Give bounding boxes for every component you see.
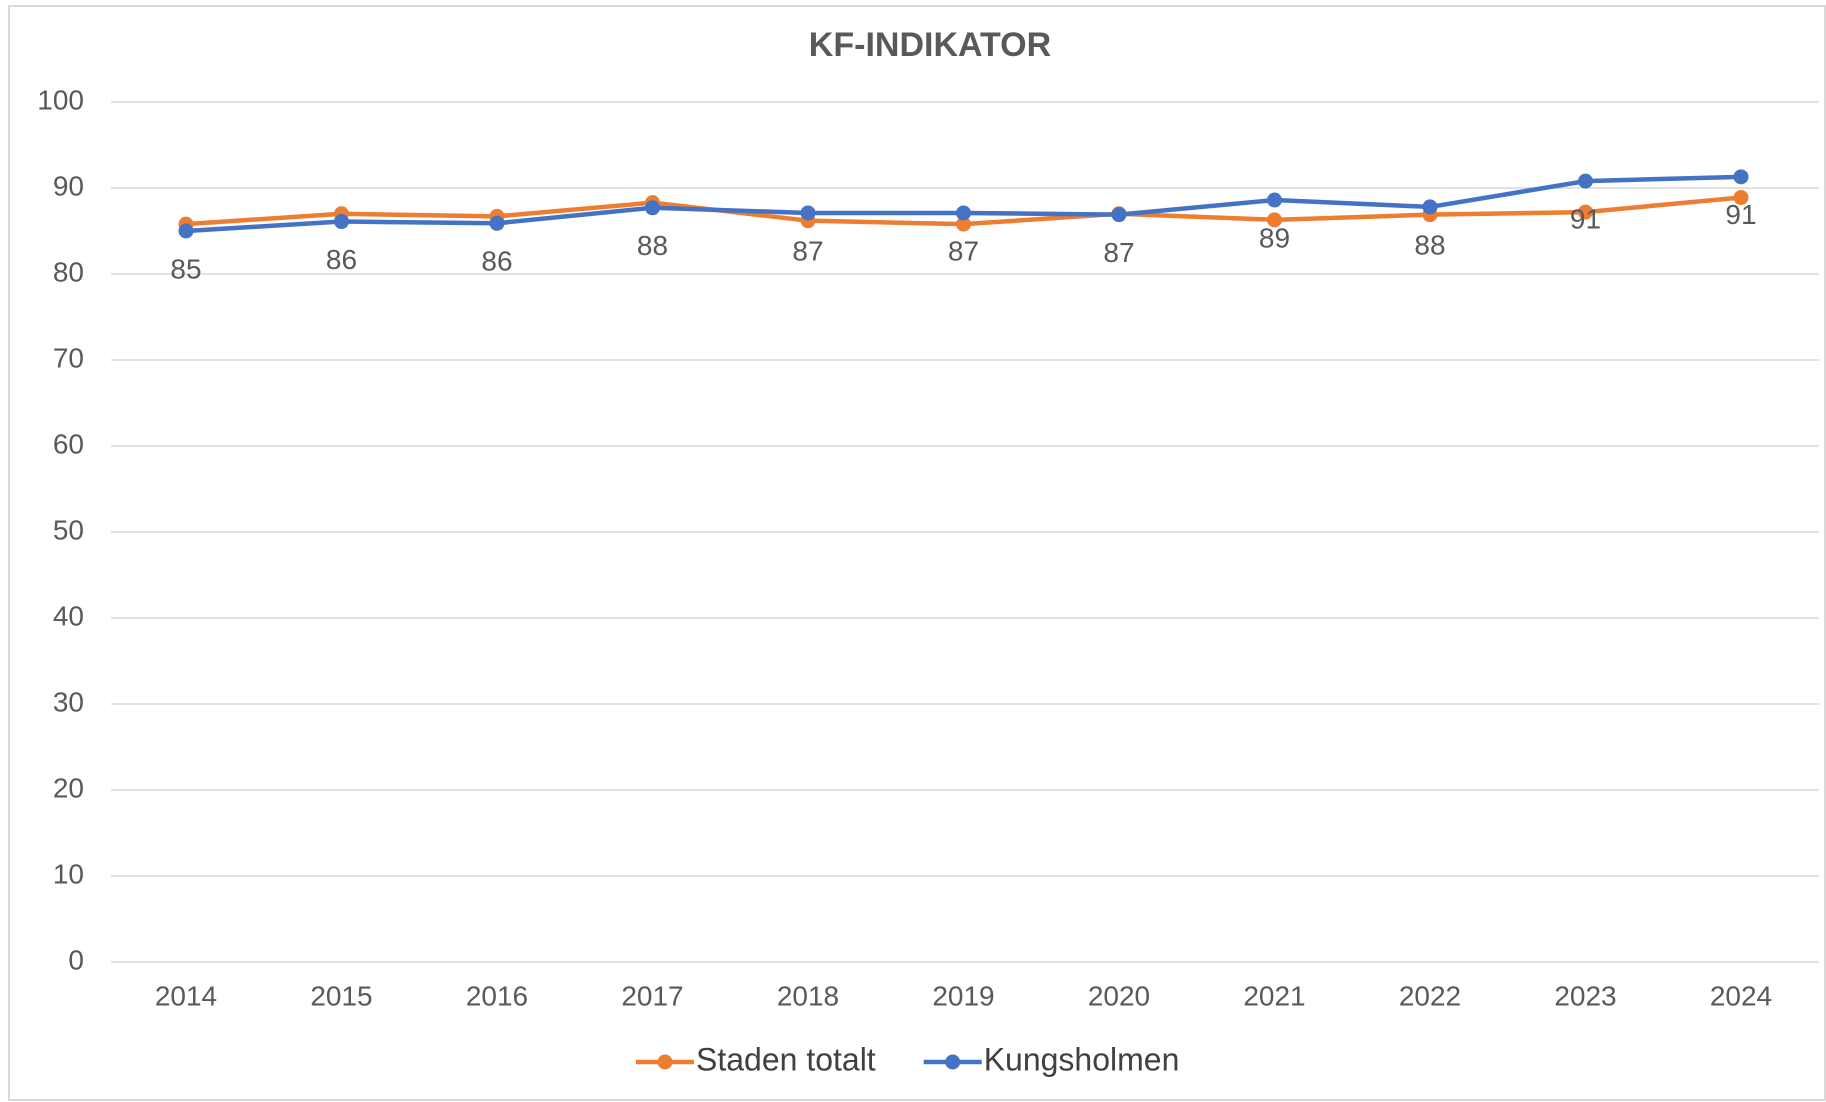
chart-frame [8, 5, 1826, 1101]
data-point [1578, 173, 1593, 189]
y-tick-label: 20 [53, 772, 84, 803]
data-label: 87 [792, 235, 823, 266]
data-point [956, 216, 971, 232]
x-tick-label: 2024 [1710, 980, 1772, 1011]
x-tick-label: 2020 [1088, 980, 1150, 1011]
data-label: 87 [948, 235, 979, 266]
y-tick-label: 100 [37, 84, 84, 115]
legend-label: Staden totalt [696, 1041, 876, 1077]
data-point [1267, 192, 1282, 208]
data-point [1733, 189, 1749, 205]
x-tick-label: 2016 [466, 980, 528, 1011]
legend-marker [657, 1054, 673, 1070]
data-label: 87 [1103, 237, 1134, 268]
data-point [1267, 212, 1282, 228]
y-tick-label: 70 [53, 342, 84, 373]
data-point [334, 214, 349, 230]
y-tick-label: 30 [53, 686, 84, 717]
y-tick-label: 60 [53, 428, 84, 459]
x-tick-label: 2019 [932, 980, 994, 1011]
x-tick-label: 2021 [1243, 980, 1305, 1011]
data-point [1578, 204, 1593, 220]
data-point [645, 200, 660, 216]
x-tick-label: 2017 [621, 980, 683, 1011]
data-label: 86 [326, 244, 357, 275]
data-label: 91 [1570, 204, 1601, 235]
x-tick-label: 2022 [1399, 980, 1461, 1011]
data-label: 88 [1414, 229, 1445, 260]
y-tick-label: 80 [53, 256, 84, 287]
data-label: 86 [481, 246, 512, 277]
x-tick-label: 2018 [777, 980, 839, 1011]
data-point [800, 205, 816, 221]
y-tick-label: 0 [68, 944, 84, 975]
y-tick-label: 40 [53, 600, 84, 631]
data-point [178, 223, 194, 239]
data-point [1422, 199, 1438, 215]
data-point [1733, 169, 1749, 185]
legend-marker [945, 1054, 961, 1070]
y-tick-label: 10 [53, 858, 84, 889]
data-label: 89 [1259, 222, 1290, 253]
chart-title: KF-INDIKATOR [809, 26, 1051, 64]
data-label: 91 [1725, 199, 1756, 230]
data-label: 85 [170, 253, 201, 284]
legend-label: Kungsholmen [984, 1041, 1180, 1077]
x-tick-label: 2014 [155, 980, 217, 1011]
x-tick-label: 2023 [1554, 980, 1616, 1011]
x-tick-label: 2015 [310, 980, 372, 1011]
data-point [956, 205, 971, 221]
data-label: 88 [637, 230, 668, 261]
data-point [1111, 207, 1127, 223]
data-point [489, 215, 505, 231]
y-tick-label: 50 [53, 514, 84, 545]
y-tick-label: 90 [53, 170, 84, 201]
